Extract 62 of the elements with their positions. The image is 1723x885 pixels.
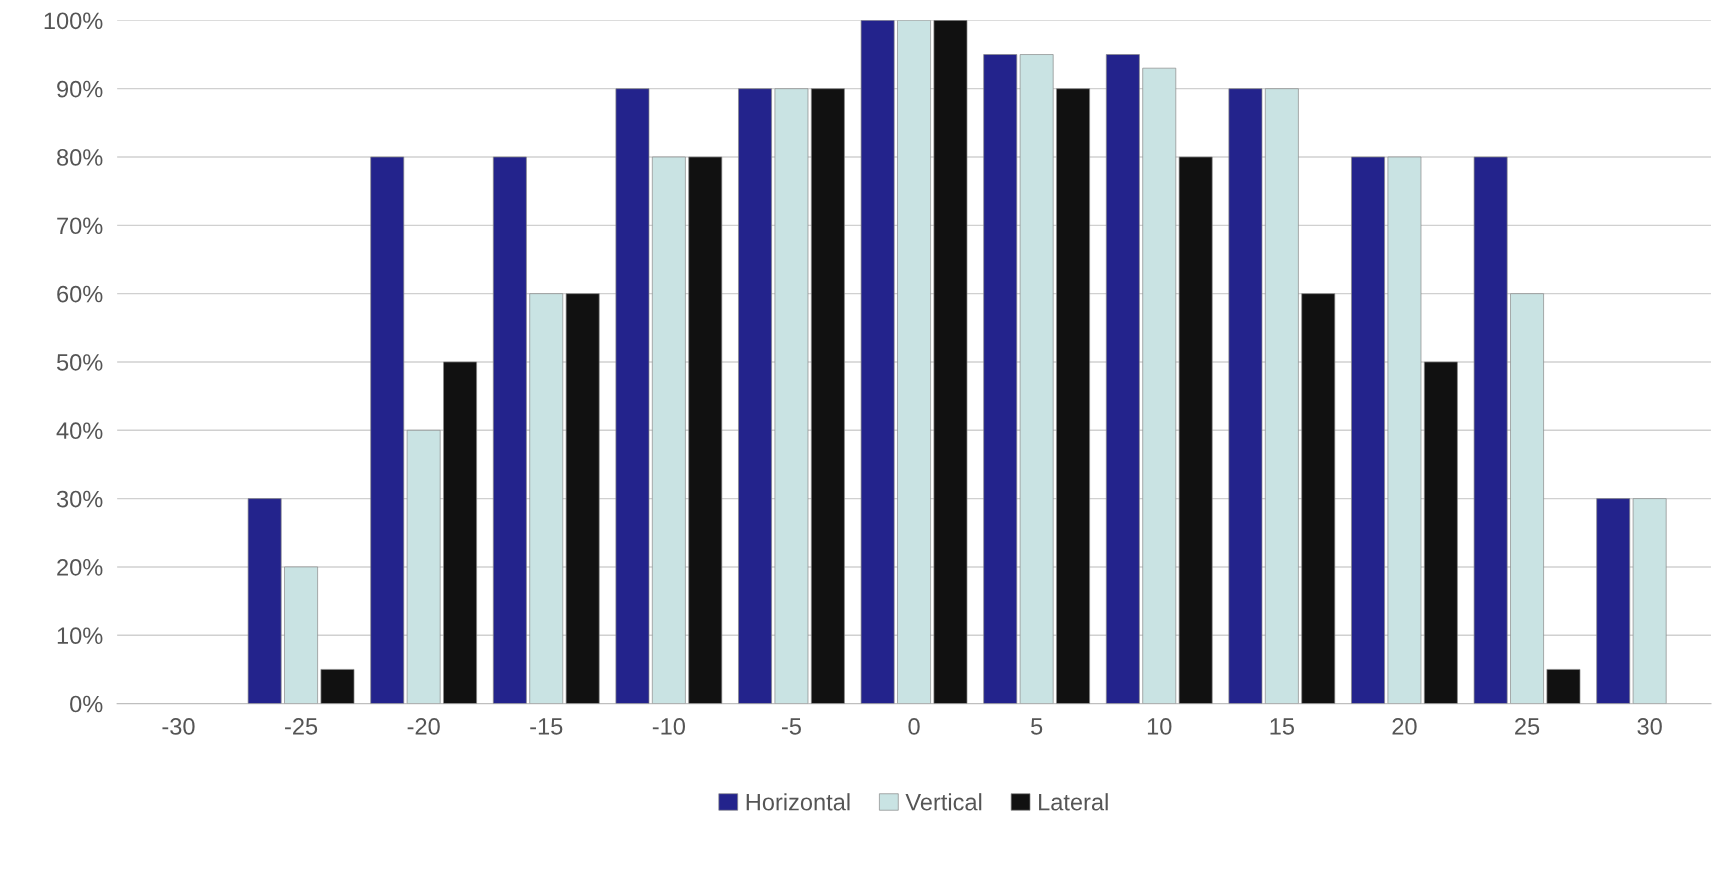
bar [933, 20, 968, 704]
x-tick-label: -15 [530, 718, 563, 735]
y-tick-label: 50% [56, 354, 103, 371]
bar [1105, 54, 1140, 704]
x-tick-label: 10 [1147, 718, 1172, 735]
y-tick-label: 0% [70, 695, 103, 713]
bar [1387, 156, 1422, 704]
bar [1546, 669, 1581, 704]
y-tick-label: 20% [57, 559, 103, 576]
legend-label: Vertical [905, 793, 982, 811]
y-tick-label: 70% [57, 217, 103, 235]
bar [615, 88, 650, 704]
bar [1142, 67, 1177, 704]
y-tick-label: 80% [57, 149, 103, 166]
x-tick-label: 30 [1637, 718, 1662, 735]
bar [1473, 156, 1508, 704]
bar [1632, 498, 1667, 704]
bar [529, 293, 564, 704]
bar [1019, 54, 1054, 704]
bar [810, 88, 845, 704]
x-tick-label: 15 [1270, 718, 1294, 735]
bar [897, 20, 931, 704]
bar [320, 669, 355, 704]
y-tick-label: 30% [56, 490, 103, 508]
x-tick-label: -20 [407, 718, 440, 735]
bar [247, 498, 282, 704]
bar [1423, 361, 1458, 704]
y-tick-label: 40% [56, 422, 103, 440]
x-tick-label: -30 [162, 718, 195, 735]
bar [774, 88, 809, 704]
bar [860, 20, 895, 704]
x-tick-label: 25 [1515, 718, 1540, 735]
bar [1056, 88, 1090, 704]
x-tick-label: 5 [1031, 718, 1043, 735]
bar [1596, 498, 1631, 704]
legend-label: Lateral [1039, 793, 1108, 811]
bar [565, 293, 600, 704]
y-tick-label: 90% [57, 80, 103, 98]
y-tick-label: 10% [57, 627, 103, 645]
x-tick-label: -25 [285, 718, 318, 735]
bar [1351, 156, 1385, 704]
x-tick-label: 20 [1392, 718, 1417, 735]
x-tick-label: -10 [652, 718, 685, 735]
bar [370, 156, 405, 704]
bar [1301, 293, 1336, 704]
bar [1264, 88, 1299, 704]
bar [1510, 293, 1544, 704]
bar [1228, 88, 1263, 704]
y-tick-label: 60% [57, 285, 103, 303]
y-tick-label: 100% [44, 12, 103, 30]
x-tick-label: 0 [908, 718, 920, 735]
x-tick-label: -5 [782, 718, 801, 735]
bar [1178, 156, 1213, 704]
bar [406, 429, 441, 704]
legend-label: Horizontal [746, 793, 850, 811]
bar [688, 156, 723, 704]
bar [492, 156, 527, 704]
bar [983, 54, 1018, 704]
bar [443, 361, 477, 704]
bar [651, 156, 686, 704]
bar [738, 88, 772, 704]
bar [284, 566, 318, 704]
